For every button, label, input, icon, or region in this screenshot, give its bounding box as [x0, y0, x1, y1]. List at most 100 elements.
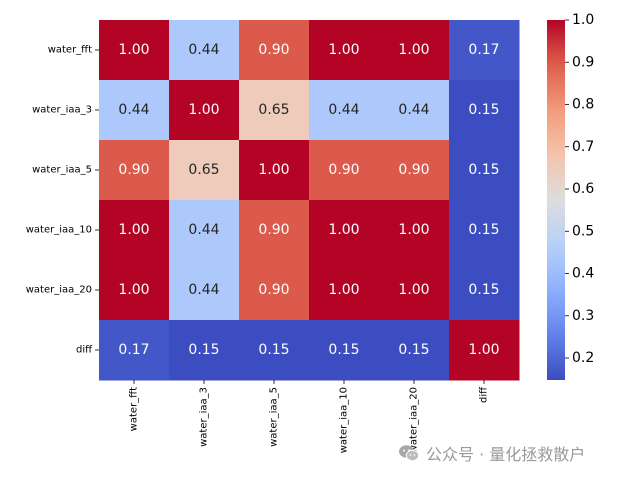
x-tick-labels: water_fft water_iaa_3 water_iaa_5 water_iaa… — [129, 380, 490, 453]
y-tick-label: water_fft — [48, 45, 92, 56]
watermark-text: 公众号 · 量化拯救散户 — [426, 445, 586, 464]
cell-annotation: 1.00 — [118, 42, 149, 58]
heatmap-cell — [239, 20, 310, 81]
cell-annotation: 0.17 — [118, 342, 149, 358]
heatmap-cell — [379, 80, 450, 141]
cell-annotation: 1.00 — [118, 282, 149, 298]
cell-annotation: 0.65 — [258, 102, 289, 118]
cell-annotation: 0.90 — [258, 282, 289, 298]
heatmap-cell — [379, 200, 450, 261]
heatmap-cell — [99, 320, 170, 381]
heatmap-cell — [309, 20, 380, 81]
cell-annotation: 0.90 — [398, 162, 429, 178]
colorbar-tick-label: 0.2 — [572, 350, 594, 366]
colorbar-tick-label: 0.7 — [572, 139, 594, 155]
heatmap-cell — [239, 320, 310, 381]
heatmap-annotations: 1.00 0.44 0.90 1.00 1.00 0.17 0.44 1.00 0.65 0.44… — [118, 42, 499, 358]
heatmap-cell — [99, 200, 170, 261]
cell-annotation: 0.15 — [398, 342, 429, 358]
y-tick-label: water_iaa_10 — [26, 225, 92, 236]
heatmap-cell — [449, 20, 520, 81]
y-tick-label: water_iaa_3 — [32, 105, 92, 116]
heatmap-cell — [169, 200, 240, 261]
cell-annotation: 0.44 — [188, 42, 219, 58]
x-tick-label: water_iaa_20 — [409, 387, 420, 453]
heatmap-cell — [239, 260, 310, 321]
x-tick-label: water_iaa_5 — [269, 387, 280, 447]
heatmap-cell — [309, 80, 380, 141]
heatmap-cell — [169, 80, 240, 141]
heatmap-cell — [449, 260, 520, 321]
heatmap-cell — [99, 260, 170, 321]
heatmap-cell — [239, 80, 310, 141]
colorbar-tick-label: 0.6 — [572, 181, 594, 197]
cell-annotation: 0.44 — [188, 222, 219, 238]
heatmap-cell — [379, 260, 450, 321]
cell-annotation: 1.00 — [118, 222, 149, 238]
y-tick-labels: water_fft water_iaa_3 water_iaa_5 water_iaa… — [26, 45, 99, 356]
heatmap-cell — [99, 80, 170, 141]
cell-annotation: 0.44 — [398, 102, 429, 118]
cell-annotation: 0.90 — [328, 162, 359, 178]
cell-annotation: 0.90 — [118, 162, 149, 178]
x-tick-label: water_iaa_3 — [199, 387, 210, 447]
cell-annotation: 0.17 — [468, 42, 499, 58]
colorbar-tick-label: 0.5 — [572, 223, 594, 239]
cell-annotation: 0.44 — [118, 102, 149, 118]
cell-annotation: 1.00 — [398, 282, 429, 298]
x-tick-label: diff — [479, 386, 490, 403]
heatmap-cell — [239, 200, 310, 261]
heatmap-cell — [169, 260, 240, 321]
cell-annotation: 1.00 — [328, 42, 359, 58]
heatmap-cell — [449, 320, 520, 381]
heatmap-cell — [379, 320, 450, 381]
colorbar-tick-label: 0.8 — [572, 97, 594, 113]
heatmap-cell — [169, 20, 240, 81]
cell-annotation: 1.00 — [258, 162, 289, 178]
heatmap-cell — [379, 140, 450, 201]
heatmap-cells — [99, 20, 520, 381]
cell-annotation: 0.65 — [188, 162, 219, 178]
cell-annotation: 0.15 — [468, 102, 499, 118]
wechat-icon — [399, 445, 420, 462]
cell-annotation: 1.00 — [468, 342, 499, 358]
y-tick-label: water_iaa_20 — [26, 285, 92, 296]
heatmap-cell — [169, 140, 240, 201]
cell-annotation: 0.44 — [188, 282, 219, 298]
heatmap-cell — [449, 140, 520, 201]
cell-annotation: 0.15 — [328, 342, 359, 358]
cell-annotation: 0.15 — [258, 342, 289, 358]
colorbar-tick-label: 0.3 — [572, 308, 594, 324]
heatmap-cell — [99, 140, 170, 201]
x-tick-label: water_fft — [129, 387, 140, 431]
cell-annotation: 1.00 — [328, 222, 359, 238]
cell-annotation: 1.00 — [188, 102, 219, 118]
heatmap-cell — [449, 200, 520, 261]
y-tick-label: water_iaa_5 — [32, 165, 92, 176]
heatmap-cell — [309, 140, 380, 201]
y-tick-label: diff — [76, 345, 93, 356]
cell-annotation: 0.15 — [468, 282, 499, 298]
cell-annotation: 0.15 — [468, 222, 499, 238]
cell-annotation: 0.15 — [188, 342, 219, 358]
heatmap-cell — [309, 200, 380, 261]
colorbar-tick-label: 0.4 — [572, 266, 594, 282]
heatmap-cell — [309, 320, 380, 381]
x-tick-label: water_iaa_10 — [339, 387, 350, 453]
colorbar-tick-label: 0.9 — [572, 54, 594, 70]
cell-annotation: 1.00 — [328, 282, 359, 298]
cell-annotation: 0.44 — [328, 102, 359, 118]
heatmap-cell — [449, 80, 520, 141]
cell-annotation: 1.00 — [398, 42, 429, 58]
colorbar: 0.2 0.3 0.4 0.5 0.6 0.7 0.8 0.9 1.0 — [547, 12, 594, 380]
heatmap-cell — [169, 320, 240, 381]
colorbar-scale — [547, 20, 565, 380]
cell-annotation: 0.90 — [258, 222, 289, 238]
colorbar-ticks: 0.2 0.3 0.4 0.5 0.6 0.7 0.8 0.9 1.0 — [565, 12, 594, 366]
heatmap-cell — [309, 260, 380, 321]
colorbar-tick-label: 1.0 — [572, 12, 594, 28]
cell-annotation: 0.15 — [468, 162, 499, 178]
heatmap-cell — [379, 20, 450, 81]
cell-annotation: 1.00 — [398, 222, 429, 238]
